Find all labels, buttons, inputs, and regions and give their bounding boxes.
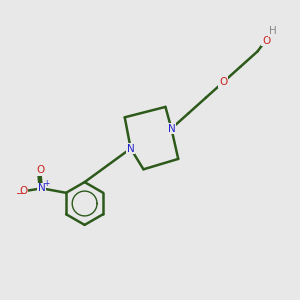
- Text: O: O: [262, 35, 270, 46]
- Text: +: +: [44, 179, 50, 188]
- Text: −: −: [16, 189, 24, 199]
- Text: N: N: [127, 143, 135, 154]
- Text: H: H: [269, 26, 277, 36]
- Text: O: O: [19, 186, 27, 196]
- Text: O: O: [36, 165, 44, 175]
- Text: N: N: [167, 124, 175, 134]
- Text: N: N: [38, 183, 46, 193]
- Text: O: O: [219, 77, 227, 87]
